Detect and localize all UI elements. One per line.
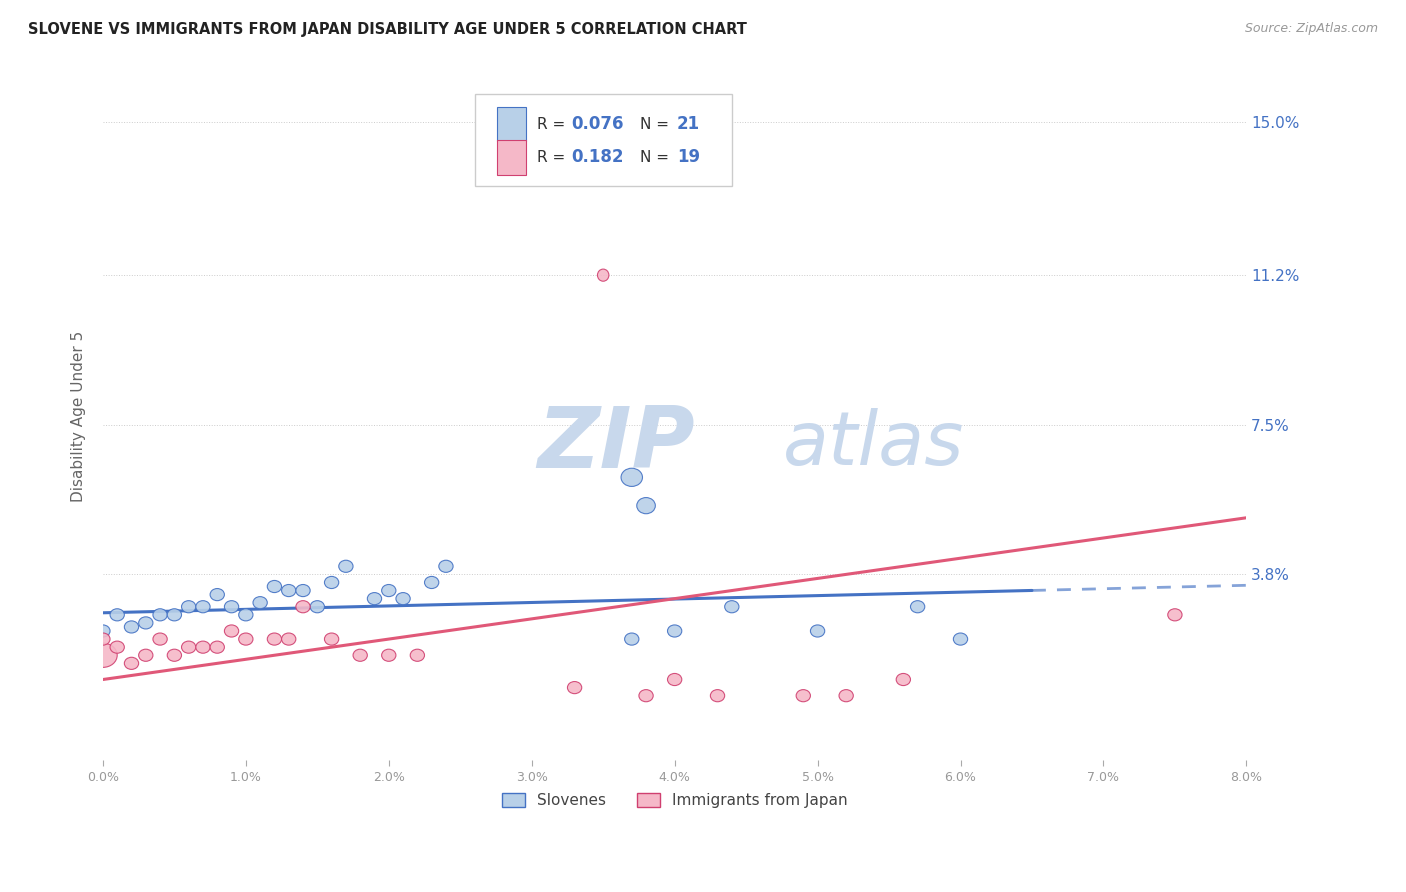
Ellipse shape <box>139 649 153 661</box>
Ellipse shape <box>724 600 740 613</box>
Text: N =: N = <box>640 117 675 132</box>
Ellipse shape <box>167 608 181 621</box>
Ellipse shape <box>439 560 453 573</box>
Ellipse shape <box>896 673 911 686</box>
Text: Source: ZipAtlas.com: Source: ZipAtlas.com <box>1244 22 1378 36</box>
Ellipse shape <box>621 468 643 486</box>
Ellipse shape <box>425 576 439 589</box>
Ellipse shape <box>411 649 425 661</box>
Ellipse shape <box>110 641 124 653</box>
Ellipse shape <box>139 617 153 629</box>
Text: 0.182: 0.182 <box>572 148 624 167</box>
Ellipse shape <box>668 625 682 637</box>
Ellipse shape <box>195 600 209 613</box>
Ellipse shape <box>381 584 396 597</box>
Ellipse shape <box>381 649 396 661</box>
Ellipse shape <box>225 600 239 613</box>
Ellipse shape <box>281 633 295 645</box>
Ellipse shape <box>153 633 167 645</box>
Ellipse shape <box>181 600 195 613</box>
Ellipse shape <box>281 584 295 597</box>
Ellipse shape <box>710 690 724 702</box>
Ellipse shape <box>353 649 367 661</box>
Ellipse shape <box>267 633 281 645</box>
Ellipse shape <box>568 681 582 694</box>
Ellipse shape <box>396 592 411 605</box>
Ellipse shape <box>839 690 853 702</box>
FancyBboxPatch shape <box>498 140 526 175</box>
Ellipse shape <box>253 597 267 608</box>
Ellipse shape <box>96 625 110 637</box>
Ellipse shape <box>624 633 638 645</box>
Ellipse shape <box>810 625 825 637</box>
Ellipse shape <box>195 641 209 653</box>
Ellipse shape <box>1168 608 1182 621</box>
Ellipse shape <box>911 600 925 613</box>
Ellipse shape <box>96 633 110 645</box>
Text: R =: R = <box>537 150 571 165</box>
Ellipse shape <box>637 498 655 514</box>
Ellipse shape <box>181 641 195 653</box>
Text: ZIP: ZIP <box>537 402 695 485</box>
Ellipse shape <box>124 657 139 669</box>
Ellipse shape <box>267 581 281 592</box>
Ellipse shape <box>339 560 353 573</box>
Ellipse shape <box>89 643 117 667</box>
Ellipse shape <box>953 633 967 645</box>
Ellipse shape <box>638 690 654 702</box>
Ellipse shape <box>668 673 682 686</box>
Ellipse shape <box>225 625 239 637</box>
FancyBboxPatch shape <box>498 107 526 141</box>
Ellipse shape <box>295 600 311 613</box>
Ellipse shape <box>598 269 609 281</box>
Text: atlas: atlas <box>783 409 965 480</box>
Ellipse shape <box>295 584 311 597</box>
Ellipse shape <box>209 641 225 653</box>
Ellipse shape <box>325 633 339 645</box>
Text: N =: N = <box>640 150 675 165</box>
FancyBboxPatch shape <box>475 94 731 186</box>
Text: 19: 19 <box>676 148 700 167</box>
Ellipse shape <box>239 633 253 645</box>
Ellipse shape <box>367 592 381 605</box>
Ellipse shape <box>796 690 810 702</box>
Ellipse shape <box>239 608 253 621</box>
Ellipse shape <box>209 589 225 600</box>
Ellipse shape <box>124 621 139 633</box>
Ellipse shape <box>110 608 124 621</box>
Ellipse shape <box>311 600 325 613</box>
Legend: Slovenes, Immigrants from Japan: Slovenes, Immigrants from Japan <box>496 788 853 814</box>
Ellipse shape <box>153 608 167 621</box>
Text: R =: R = <box>537 117 571 132</box>
Text: 0.076: 0.076 <box>572 115 624 133</box>
Text: 21: 21 <box>676 115 700 133</box>
Ellipse shape <box>325 576 339 589</box>
Text: SLOVENE VS IMMIGRANTS FROM JAPAN DISABILITY AGE UNDER 5 CORRELATION CHART: SLOVENE VS IMMIGRANTS FROM JAPAN DISABIL… <box>28 22 747 37</box>
Y-axis label: Disability Age Under 5: Disability Age Under 5 <box>72 331 86 502</box>
Ellipse shape <box>167 649 181 661</box>
